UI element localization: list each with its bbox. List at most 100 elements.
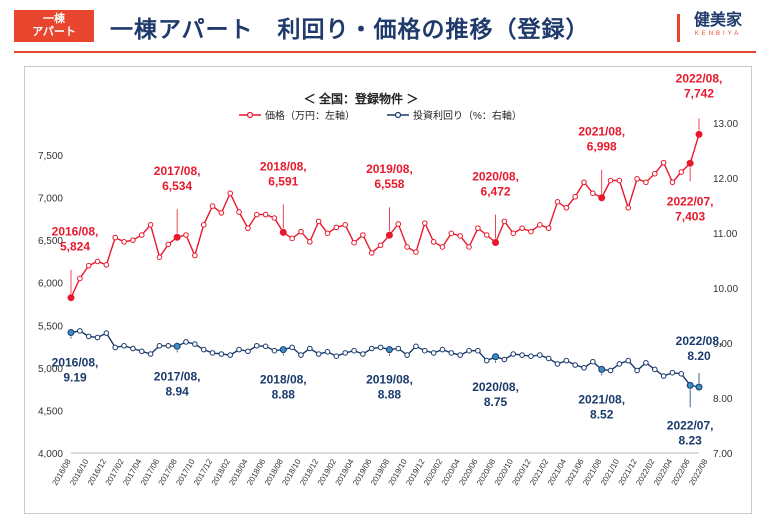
yield-point <box>192 341 198 347</box>
yield-point <box>492 353 500 361</box>
yield-point <box>519 352 525 358</box>
yield-point <box>67 329 75 337</box>
yield-point <box>85 333 92 340</box>
price-point <box>634 176 640 182</box>
yield-point <box>590 358 596 365</box>
price-point <box>554 199 561 205</box>
yield-point <box>324 349 331 355</box>
yield-point <box>404 352 410 358</box>
price-point <box>413 249 419 255</box>
price-point <box>536 222 543 228</box>
price-line <box>70 134 700 298</box>
price-point <box>173 233 181 241</box>
yield-point <box>643 360 649 366</box>
price-point <box>572 193 578 200</box>
badge-line-2: アパート <box>32 26 76 38</box>
price-point <box>422 220 428 226</box>
yield-point <box>483 357 490 364</box>
yield-label-date: 2017/08, <box>154 369 201 383</box>
yield-point <box>138 348 145 355</box>
yield-label-value: 9.19 <box>63 371 87 385</box>
yield-point <box>501 356 508 363</box>
price-point <box>669 179 676 186</box>
yield-label-date: 2018/08, <box>260 373 307 387</box>
y-left-tick-label: 6,000 <box>38 279 63 290</box>
yield-label-date: 2020/08, <box>472 380 519 394</box>
yield-point <box>77 328 83 334</box>
price-label-date: 2022/08, <box>676 71 723 85</box>
price-point <box>315 218 322 225</box>
y-left-tick-label: 7,500 <box>38 151 63 162</box>
price-label-value: 7,403 <box>675 209 705 223</box>
yield-point <box>173 342 181 350</box>
price-label-date: 2022/07, <box>667 194 714 208</box>
brand-name: 健美家 <box>693 12 742 29</box>
price-point <box>466 244 472 250</box>
yield-point <box>385 346 393 354</box>
price-point <box>351 239 357 246</box>
chart-title: ＜ 全国：登録物件 ＞ <box>304 91 419 106</box>
yield-point <box>678 371 685 377</box>
yield-point <box>200 346 207 353</box>
yield-point <box>466 347 472 354</box>
yield-label-date: 2016/08, <box>52 356 99 370</box>
price-point <box>598 194 606 202</box>
yield-point <box>430 350 437 356</box>
yield-point <box>262 343 269 350</box>
price-point <box>94 258 101 265</box>
yield-point <box>271 347 278 354</box>
price-point <box>245 225 251 232</box>
price-label-value: 6,472 <box>481 185 511 199</box>
yield-point <box>315 351 322 357</box>
yield-point <box>289 344 295 351</box>
yield-point <box>351 347 357 354</box>
yield-point <box>528 353 534 360</box>
price-label-value: 6,591 <box>268 174 298 188</box>
price-label-date: 2020/08, <box>472 170 519 184</box>
yield-point <box>607 367 614 374</box>
price-point <box>385 231 393 239</box>
price-point <box>395 221 402 227</box>
yield-point <box>156 342 163 349</box>
price-point <box>77 275 83 282</box>
yield-point <box>395 345 402 352</box>
page-title: 一棟アパート 利回り・価格の推移（登録） <box>110 16 590 42</box>
price-point <box>324 230 331 237</box>
y-right-tick-label: 9.00 <box>713 339 733 350</box>
price-point <box>625 204 632 211</box>
yield-point <box>422 347 428 354</box>
yield-point <box>94 334 101 341</box>
y-left-tick-label: 4,000 <box>38 449 63 460</box>
yield-point <box>510 351 517 357</box>
yield-point <box>360 351 366 357</box>
price-point <box>192 252 198 259</box>
price-point <box>289 235 295 242</box>
price-point <box>448 230 455 237</box>
price-point <box>165 241 172 248</box>
yield-point <box>342 350 348 356</box>
price-point <box>298 228 304 235</box>
price-point <box>67 294 75 302</box>
yield-point <box>147 351 154 357</box>
legend-marker-yield <box>394 111 402 119</box>
price-point <box>695 130 703 138</box>
yield-label-value: 8.23 <box>678 433 702 447</box>
yield-point <box>307 345 313 352</box>
yield-point <box>130 345 136 352</box>
yield-point <box>572 362 578 368</box>
yield-point <box>368 345 375 352</box>
price-point <box>183 232 189 238</box>
y-left-tick-label: 7,000 <box>38 194 63 205</box>
price-point <box>563 204 570 211</box>
price-point <box>439 244 446 250</box>
price-point <box>519 225 525 232</box>
price-point <box>307 239 313 245</box>
yield-point <box>377 344 384 351</box>
chart-container: ＜ 全国：登録物件 ＞ 価格（万円：左軸） 投資利回り（%：右軸） 4,000 4,50… <box>24 66 752 514</box>
price-point <box>279 228 287 236</box>
yield-label-value: 8.52 <box>590 407 614 421</box>
yield-point <box>554 361 561 367</box>
yield-point <box>660 373 667 379</box>
yield-point <box>103 330 110 336</box>
yield-point <box>457 352 463 358</box>
